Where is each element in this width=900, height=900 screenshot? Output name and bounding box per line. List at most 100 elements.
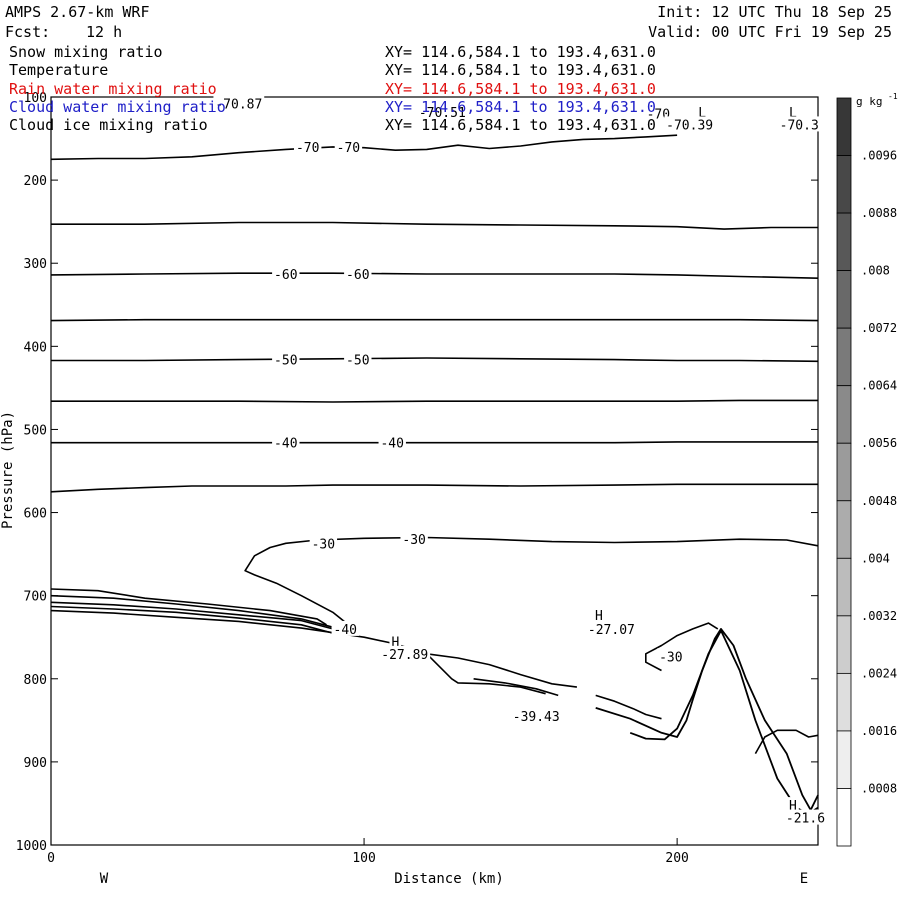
contour-label: -50 <box>346 354 369 369</box>
x-tick-label: 0 <box>47 851 55 866</box>
contour-label: -70.51 <box>419 106 466 121</box>
label-background <box>389 633 402 649</box>
colorbar-swatch <box>836 672 852 732</box>
label-background <box>272 266 300 282</box>
contour-labels: -70 -70-70.87-70.51 -70 L-70.39L-70.3-60 -60… <box>213 95 827 827</box>
contour-label: -50 <box>274 354 297 369</box>
plot-frame <box>50 96 819 846</box>
forecast-hour: 12 h <box>86 23 123 41</box>
isotherm-line <box>51 441 818 444</box>
colorbar-swatch <box>836 788 852 847</box>
colorbar-label: .0024 <box>861 666 897 680</box>
contour-label: -27.07 <box>588 623 635 638</box>
isotherm-line <box>644 622 719 672</box>
label-background <box>777 116 821 132</box>
contour-label: -30 <box>312 537 335 552</box>
high-marker: H <box>595 609 603 624</box>
label-background <box>787 797 799 813</box>
model-title: AMPS 2.67-km WRF <box>5 3 150 21</box>
label-background <box>272 351 300 367</box>
contour-label: -40 <box>380 437 403 452</box>
label-background <box>378 434 406 450</box>
contour-label: -70.39 <box>666 118 713 133</box>
isotherm-line <box>50 272 819 279</box>
colorbar: .0096 .0088 .008 .0072 .0064 .0056 .0048 .004 .0… <box>836 92 898 847</box>
x-tick-label: 200 <box>665 851 688 866</box>
y-tick-label: 400 <box>24 340 47 355</box>
low-marker: L <box>789 106 797 121</box>
y-tick-label: 800 <box>24 673 47 688</box>
label-background <box>416 103 468 119</box>
isotherm-line <box>50 601 334 630</box>
y-tick-label: 1000 <box>16 839 47 854</box>
contour-label: -60 <box>274 268 297 283</box>
high-marker: H <box>391 635 399 650</box>
field-xy-range: XY= 114.6,584.1 to 193.4,631.0 <box>385 61 656 80</box>
colorbar-swatch <box>836 442 852 502</box>
contour-label: -70.87 <box>215 98 262 113</box>
colorbar-swatch <box>836 500 852 559</box>
y-tick-label: 200 <box>24 174 47 189</box>
y-tick-label: 100 <box>24 91 47 106</box>
colorbar-label: .008 <box>861 264 890 278</box>
y-axis-ticks: 100 200 300 400 500 600 700 800 900 1000 <box>16 91 818 854</box>
y-axis-label: Pressure (hPa) <box>0 411 16 529</box>
y-tick-label: 700 <box>24 590 47 605</box>
isotherm-line <box>754 729 819 754</box>
colorbar-label: .0064 <box>861 379 897 393</box>
contour-lines <box>50 134 819 816</box>
contour-label: -21.6 <box>786 812 825 827</box>
contour-label: -39.43 <box>513 710 560 725</box>
contour-label: -70.3 <box>780 118 819 133</box>
colorbar-label: .0048 <box>861 494 897 508</box>
isotherm-line <box>50 134 678 161</box>
colorbar-unit-exponent: -1 <box>888 92 898 101</box>
y-tick-label: 300 <box>24 257 47 272</box>
colorbar-swatch <box>836 212 852 272</box>
colorbar-swatch <box>836 97 852 156</box>
forecast-label: Fcst: <box>5 23 51 41</box>
label-background <box>309 535 338 551</box>
field-xy-range: XY= 114.6,584.1 to 193.4,631.0 <box>385 97 656 116</box>
colorbar-label: .0008 <box>861 781 897 795</box>
colorbar-label: .0096 <box>861 149 897 163</box>
contour-label: -60 <box>346 268 369 283</box>
colorbar-swatch <box>836 730 852 789</box>
field-xy-range: XY= 114.6,584.1 to 193.4,631.0 <box>385 79 656 98</box>
label-background <box>787 103 799 119</box>
isotherm-line <box>50 605 334 634</box>
field-name: Rain water mixing ratio <box>9 79 217 98</box>
west-label: W <box>100 871 109 887</box>
isotherm-line <box>51 357 819 363</box>
colorbar-label: .0016 <box>861 724 897 738</box>
label-background <box>334 138 363 154</box>
y-tick-label: 600 <box>24 507 47 522</box>
label-background <box>294 138 322 154</box>
y-tick-label: 900 <box>24 756 47 771</box>
label-background <box>344 266 372 282</box>
label-background <box>331 620 359 636</box>
colorbar-label: .0056 <box>861 436 897 450</box>
isotherm-line <box>426 653 578 688</box>
contour-label: -30 <box>659 650 682 665</box>
contour-label: -70 <box>337 141 360 156</box>
isotherm-line <box>50 609 546 695</box>
colorbar-swatch <box>836 557 852 617</box>
isotherm-line <box>473 678 559 697</box>
field-name: Cloud water mixing ratio <box>9 97 226 116</box>
colorbar-label: .004 <box>861 551 890 565</box>
field-name: Cloud ice mixing ratio <box>9 116 208 135</box>
field-xy-range: XY= 114.6,584.1 to 193.4,631.0 <box>385 43 656 61</box>
contour-label: -27.89 <box>381 648 428 663</box>
init-time: Init: 12 UTC Thu 18 Sep 25 <box>657 3 892 21</box>
x-axis-ticks: 0 100 200 <box>47 838 689 866</box>
label-background <box>657 648 685 664</box>
isotherm-line <box>595 694 662 720</box>
label-background <box>510 708 562 724</box>
isotherm-line <box>244 536 819 634</box>
isotherm-line <box>50 318 819 322</box>
label-background <box>783 809 827 825</box>
low-marker: L <box>698 106 706 121</box>
field-name: Snow mixing ratio <box>9 43 163 61</box>
